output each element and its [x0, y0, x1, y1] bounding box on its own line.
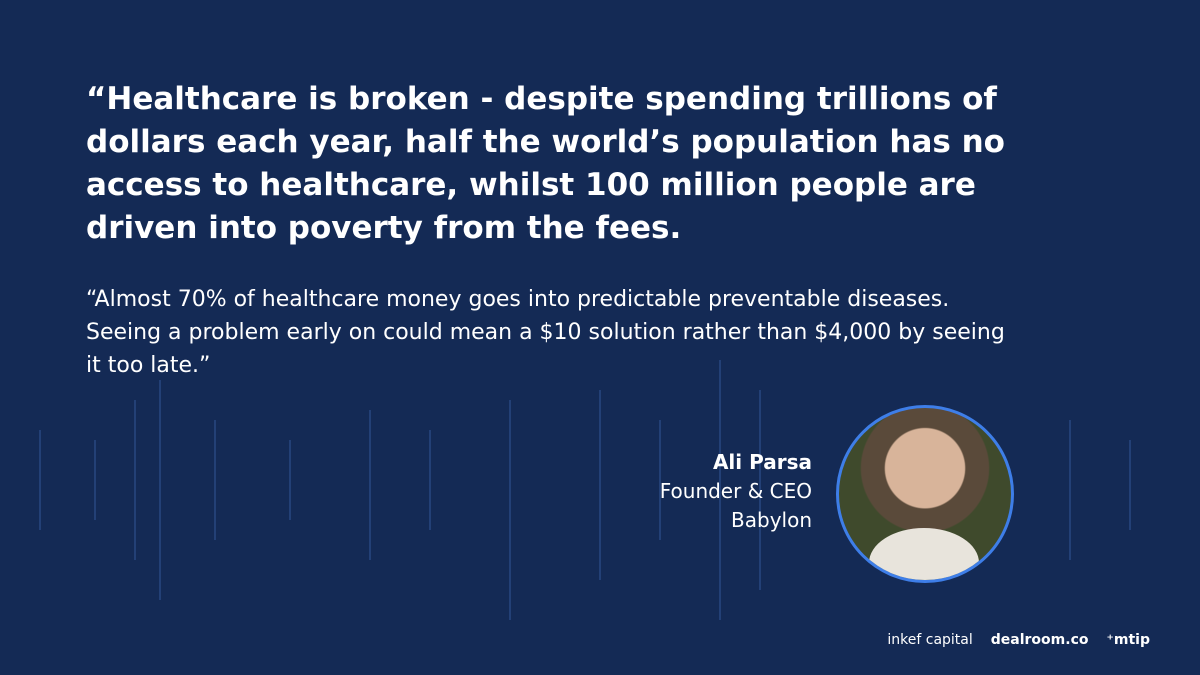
- attribution: Ali Parsa Founder & CEO Babylon: [660, 448, 812, 535]
- headline-quote: “Healthcare is broken - despite spending…: [86, 81, 1005, 246]
- person-role: Founder & CEO: [659, 479, 812, 503]
- person-name: Ali Parsa: [712, 450, 812, 474]
- person-company: Babylon: [731, 508, 812, 532]
- body-quote: “Almost 70% of healthcare money goes int…: [86, 287, 1005, 378]
- logo: ⁺mtip: [1106, 632, 1151, 648]
- logo: inkef capital: [887, 632, 973, 648]
- portrait: [836, 405, 1014, 583]
- logo: dealroom.co: [990, 632, 1089, 648]
- logos: inkef capital dealroom.co ⁺mtip: [887, 632, 1150, 648]
